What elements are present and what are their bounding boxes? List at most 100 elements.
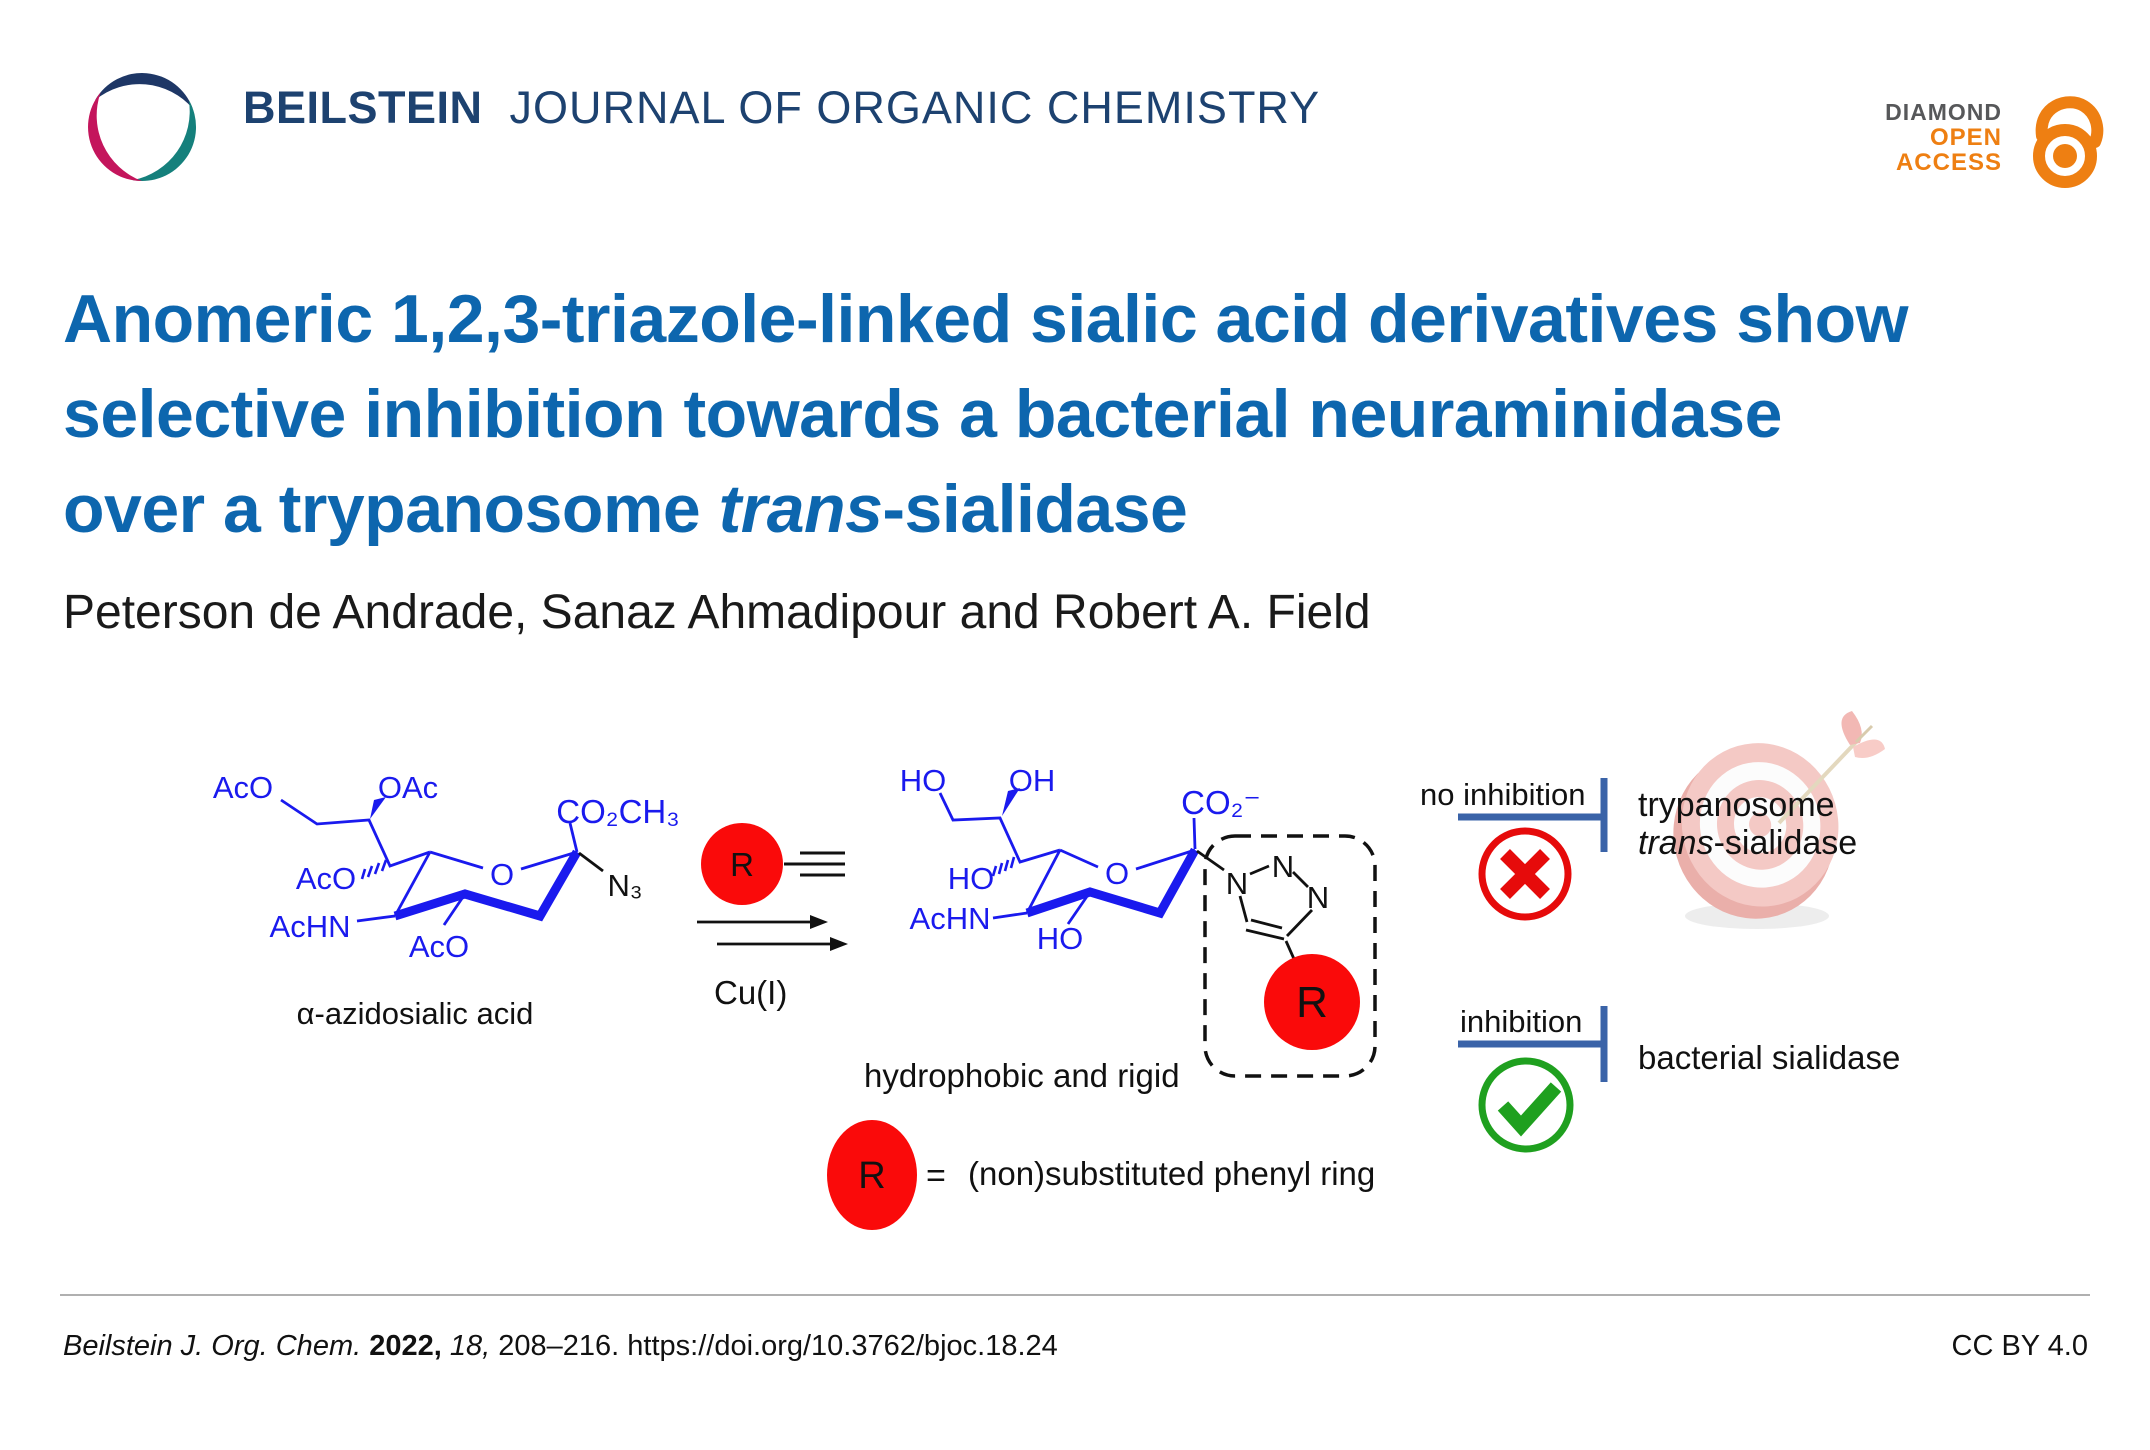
inhibition-tbar-top [1458,778,1608,852]
hydrophobic-dashed-box [1203,834,1377,1078]
atom-label-ho-bottom: HO [1037,921,1084,956]
reactant-bold-ring-bonds [393,849,581,922]
reactant-azide-bond [578,851,604,873]
triazole-ring-bonds [1196,849,1314,960]
inhibition-circle [1478,1057,1574,1153]
r-group-circle-reagent [701,823,783,905]
red-x-icon [1500,849,1550,899]
atom-label-ring-o: O [490,857,514,892]
dart-shaft [1777,738,1860,825]
badge-access-label: ACCESS [1895,149,2002,176]
padlock-keyhole [2053,144,2077,168]
atom-label-azide: N₃ [607,868,642,903]
atom-label-ring-o-product: O [1105,856,1129,891]
citation-volume: 18, [449,1330,491,1362]
reactant-name-caption: α-azidosialic acid [296,996,534,1031]
atom-label-aco-top: AcO [213,770,273,805]
product-structure-bonds [938,792,1199,925]
title-line-3-post: -sialidase [882,471,1188,547]
swirl-arc-navy [95,72,193,109]
r-group-letter-legend: R [858,1155,885,1197]
title-line-1: Anomeric 1,2,3-triazole-linked sialic ac… [63,281,1909,357]
license-label: CC BY 4.0 [1951,1330,2088,1362]
reaction-arrow-2-head [830,937,848,951]
atom-label-aco-mid: AcO [296,861,356,896]
legend-description: (non)substituted phenyl ring [968,1155,1376,1192]
r-group-circle-product [1264,954,1360,1050]
alkyne-group [784,851,845,877]
product-wedge-bond [1002,788,1020,816]
triazole-n3-label: N [1307,880,1329,915]
badge-diamond-label: DIAMOND [1885,99,2002,125]
product-thin-bonds [938,792,1197,925]
atom-label-oac: OAc [378,770,438,805]
author-list: Peterson de Andrade, Sanaz Ahmadipour an… [63,586,1371,639]
padlock-body [2033,124,2097,188]
reactant-wedge-bond [370,797,386,819]
product-hash-bond [991,856,1016,877]
r-group-letter-product: R [1296,978,1328,1027]
journal-masthead: BEILSTEIN JOURNAL OF ORGANIC CHEMISTRY [243,82,1320,134]
green-check-icon [1497,1082,1562,1137]
reactant-atom-labels: AcO OAc CO₂CH₃ AcO AcHN AcO O N₃ [213,770,680,964]
no-inhibition-circle [1478,827,1572,921]
inhibition-tbar-bottom [1458,1006,1608,1082]
badge-open-label: OPEN [1929,124,2002,151]
atom-label-achn-product: AcHN [910,901,991,936]
citation-doi: https://doi.org/10.3762/bjoc.18.24 [627,1330,1058,1362]
legend-equals-sign: = [926,1157,946,1195]
dart-fletching-left [1841,711,1862,745]
target-bullseye [1749,812,1772,837]
title-line-2: selective inhibition towards a bacterial… [63,376,1782,452]
journal-name-bold: BEILSTEIN [243,82,483,133]
reaction-arrows [697,915,848,951]
open-access-padlock-icon [2033,96,2104,188]
citation-line: Beilstein J. Org. Chem. 2022, 18, 208–21… [63,1330,1058,1363]
title-line-3-pre: over a trypanosome [63,471,719,547]
reaction-arrow-1-head [810,915,828,929]
inhibition-label: inhibition [1460,1004,1583,1039]
article-title: Anomeric 1,2,3-triazole-linked sialic ac… [63,272,1909,557]
trans-italic: trans [1638,824,1714,862]
atom-label-ho-mid: HO [948,861,995,896]
bacterial-sialidase-label: bacterial sialidase [1638,1039,1901,1076]
reactant-hash-bond [360,859,388,880]
trypanosome-line1: trypanosome [1638,786,1835,824]
r-group-circle-legend [827,1120,917,1230]
atom-label-carboxylate: CO₂⁻ [1181,784,1261,821]
atom-label-ester: CO₂CH₃ [556,793,679,830]
hydrophobic-note: hydrophobic and rigid [864,1057,1180,1094]
atom-label-achn: AcHN [270,909,351,944]
swirl-arc-teal [132,99,197,181]
atom-label-oh: OH [1009,763,1056,798]
reactant-structure-bonds [280,798,581,926]
title-line-3-italic: trans [718,471,883,547]
triazole-n2-label: N [1272,849,1294,884]
title-line-3: over a trypanosome trans-sialidase [63,462,1908,557]
triazole-bonds [1196,849,1314,960]
journal-name-rest: JOURNAL OF ORGANIC CHEMISTRY [509,82,1321,133]
no-inhibition-label: no inhibition [1420,777,1586,812]
dart-nock [1854,724,1874,744]
footer-divider [60,1294,2090,1296]
padlock-shackle [2035,96,2104,148]
product-atom-labels: HO OH CO₂⁻ HO AcHN HO O N N N [900,763,1329,956]
atom-label-ho-top: HO [900,763,947,798]
dart-fletching-right [1853,739,1885,758]
citation-journal: Beilstein J. Org. Chem. [63,1330,362,1362]
triazole-n1-label: N [1226,866,1248,901]
citation-pages: 208–216. [498,1330,620,1362]
diamond-open-access-badge: DIAMOND OPEN ACCESS [1885,99,2002,176]
catalyst-caption: Cu(I) [714,974,788,1011]
product-bold-ring-bonds [1025,847,1199,919]
r-group-letter-reagent: R [730,846,754,883]
trypanosome-target-label: trypanosome trans-sialidase [1638,786,1857,862]
swirl-arc-crimson [88,92,143,182]
atom-label-aco-bottom: AcO [409,929,469,964]
trans-rest: -sialidase [1713,824,1858,862]
beilstein-swirl-logo [88,72,197,182]
dartboard-target-image [1673,711,1885,929]
citation-year: 2022, [369,1330,442,1362]
